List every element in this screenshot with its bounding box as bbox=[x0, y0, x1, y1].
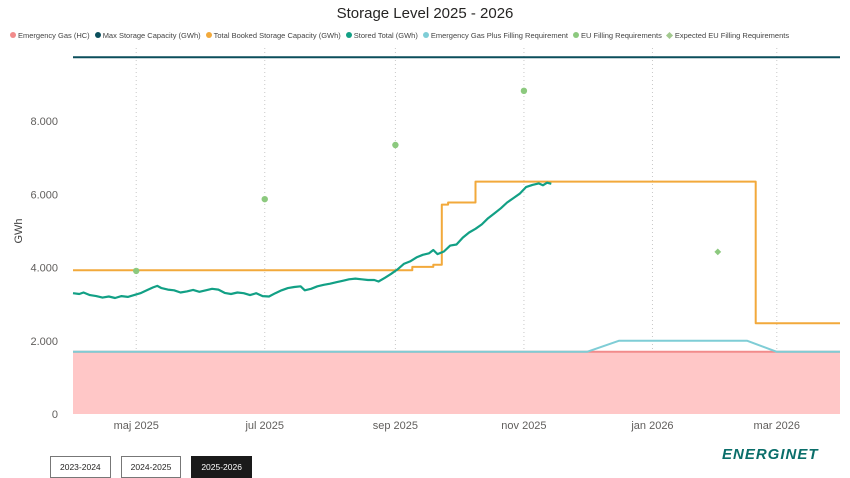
chart-title: Storage Level 2025 - 2026 bbox=[336, 5, 514, 22]
eu-filling-point bbox=[261, 195, 268, 203]
x-tick-label: mar 2026 bbox=[754, 420, 800, 432]
y-tick-label: 0 bbox=[52, 409, 58, 421]
legend-label: EU Filling Requirements bbox=[581, 30, 662, 40]
x-tick-label: jul 2025 bbox=[244, 420, 284, 432]
plot-area: 0 2.000 4.000 6.000 8.000 maj 2025 jul 2025 sep… bbox=[13, 48, 840, 432]
series-line-3 bbox=[72, 181, 552, 300]
x-tick-label: jan 2026 bbox=[630, 420, 673, 432]
series-line-4 bbox=[73, 339, 840, 353]
legend-dot-icon bbox=[573, 32, 579, 38]
legend-dot-icon bbox=[422, 32, 429, 38]
x-tick-label: sep 2025 bbox=[373, 420, 418, 432]
x-tick-label: maj 2025 bbox=[114, 420, 159, 432]
y-tick-label: 4.000 bbox=[30, 263, 58, 275]
legend-item[interactable]: Emergency Gas Plus Filling Requirement bbox=[422, 30, 568, 40]
y-tick-label: 8.000 bbox=[30, 116, 58, 128]
legend-label: Max Storage Capacity (GWh) bbox=[102, 30, 201, 40]
legend-item[interactable]: Max Storage Capacity (GWh) bbox=[94, 30, 201, 40]
eu-filling-point bbox=[520, 87, 528, 95]
legend: Emergency Gas (HC) Max Storage Capacity (… bbox=[10, 29, 845, 41]
legend-item[interactable]: Total Booked Storage Capacity (GWh) bbox=[205, 30, 341, 40]
legend-item[interactable]: EU Filling Requirements bbox=[573, 31, 662, 40]
legend-label: Total Booked Storage Capacity (GWh) bbox=[213, 30, 341, 40]
y-axis-title: GWh bbox=[13, 218, 25, 243]
legend-item[interactable]: Emergency Gas (HC) bbox=[10, 31, 90, 40]
y-tick-label: 6.000 bbox=[30, 189, 58, 201]
legend-item[interactable]: Expected EU Filling Requirements bbox=[665, 30, 790, 40]
expected-eu-filling-point bbox=[714, 248, 722, 256]
legend-label: Emergency Gas Plus Filling Requirement bbox=[430, 30, 568, 40]
legend-dot-icon bbox=[205, 32, 212, 38]
legend-label: Expected EU Filling Requirements bbox=[674, 30, 790, 40]
series-area-emergency-gas bbox=[73, 351, 840, 414]
x-tick-label: nov 2025 bbox=[501, 420, 546, 432]
energinet-logo: ENERGINET bbox=[722, 446, 819, 463]
season-tab-2024-2025[interactable]: 2024-2025 bbox=[120, 456, 182, 478]
series-line-2 bbox=[73, 180, 840, 325]
legend-dot-icon bbox=[10, 32, 16, 38]
legend-label: Emergency Gas (HC) bbox=[18, 30, 90, 40]
legend-dot-icon bbox=[345, 32, 352, 38]
season-tab-2025-2026[interactable]: 2025-2026 bbox=[191, 456, 252, 478]
eu-filling-point bbox=[133, 267, 140, 275]
eu-filling-point bbox=[392, 141, 399, 149]
legend-dot-icon bbox=[94, 32, 101, 38]
legend-label: Stored Total (GWh) bbox=[353, 30, 418, 40]
season-tab-2023-2024[interactable]: 2023-2024 bbox=[50, 456, 111, 478]
legend-item[interactable]: Stored Total (GWh) bbox=[345, 30, 418, 40]
season-tabs: 2023-2024 2024-2025 2025-2026 bbox=[50, 456, 262, 478]
y-tick-label: 2.000 bbox=[30, 336, 58, 348]
